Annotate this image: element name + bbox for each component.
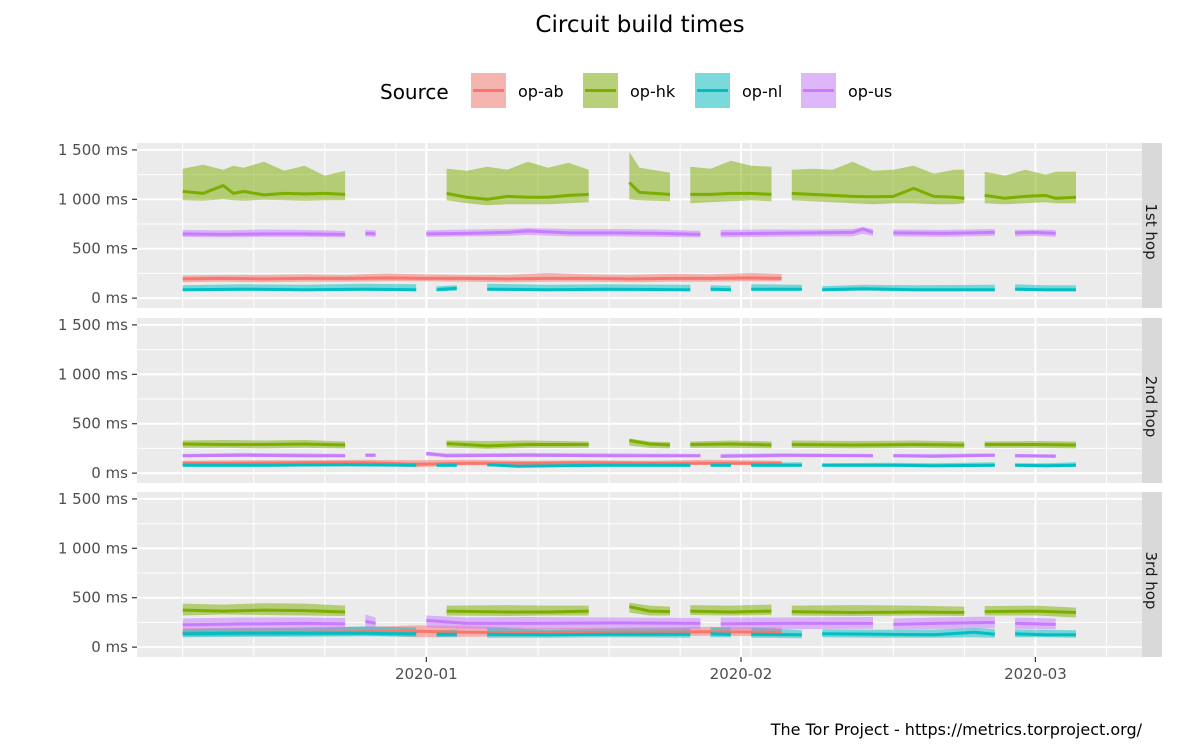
chart-caption: The Tor Project - https://metrics.torpro… [770, 720, 1143, 739]
legend-item-op-nl: op-nl [695, 73, 782, 108]
x-tick-label: 2020-03 [1004, 665, 1067, 683]
median-line-op-hk [182, 608, 346, 614]
median-line-op-hk [984, 193, 1077, 200]
y-tick-label: 1 500 ms [58, 490, 128, 508]
median-line-op-hk [182, 442, 346, 447]
median-line-op-nl [487, 463, 691, 468]
y-tick-label: 0 ms [91, 289, 128, 307]
median-line-op-us [182, 232, 346, 236]
median-line-op-hk [629, 439, 671, 447]
median-line-op-hk [628, 181, 671, 196]
median-line-op-us [365, 231, 376, 236]
median-line-op-nl [751, 632, 802, 637]
median-line-op-nl [487, 632, 691, 637]
median-line-op-ab [182, 276, 782, 281]
legend-title: Source [380, 80, 449, 104]
median-line-op-us [426, 229, 701, 236]
median-line-op-hk [690, 442, 772, 447]
median-line-op-us [720, 453, 874, 458]
median-line-op-us [426, 451, 701, 458]
y-tick-label: 1 000 ms [58, 190, 128, 208]
legend-label: op-nl [742, 82, 782, 101]
median-line-op-us [1015, 621, 1056, 626]
median-line-op-hk [446, 191, 589, 201]
y-tick-label: 1 000 ms [58, 539, 128, 557]
median-line-op-hk [690, 609, 772, 614]
median-line-op-hk [690, 191, 772, 196]
legend: Source op-ab op-hk op-nl op-us [380, 73, 892, 108]
facet-strip-label: 1st hop [1142, 203, 1160, 259]
y-tick-label: 500 ms [72, 589, 128, 607]
median-line-op-us [1015, 454, 1056, 458]
median-line-op-us [182, 453, 346, 458]
ribbon-op-hk [446, 161, 589, 206]
median-line-op-us [1015, 230, 1056, 235]
y-tick-label: 1 500 ms [58, 141, 128, 159]
median-line-op-nl [182, 463, 417, 467]
y-tick-label: 0 ms [91, 464, 128, 482]
ribbon-op-hk [791, 161, 965, 205]
y-tick-label: 1 000 ms [58, 365, 128, 383]
median-line-op-nl [710, 287, 731, 292]
median-line-op-us [720, 227, 874, 236]
median-line-op-us [365, 619, 376, 625]
legend-label: op-us [848, 82, 892, 101]
facet-panel-2: 0 ms 500 ms 1 000 ms 1 500 ms 2nd hop [58, 316, 1162, 483]
median-line-op-hk [446, 442, 589, 448]
y-tick-label: 1 500 ms [58, 316, 128, 334]
median-line-op-nl [182, 631, 417, 636]
median-line-op-hk [791, 186, 965, 200]
median-line-op-hk [446, 609, 589, 614]
legend-label: op-ab [518, 82, 564, 101]
median-line-op-hk [791, 610, 965, 614]
median-line-op-nl [1015, 632, 1076, 637]
facet-strip-label: 2nd hop [1142, 376, 1160, 438]
median-line-op-hk [182, 184, 346, 197]
median-line-op-us [182, 621, 346, 627]
facet-panel-1: 0 ms 500 ms 1 000 ms 1 500 ms 1st hop [58, 141, 1162, 308]
chart-title: Circuit build times [535, 12, 744, 38]
median-line-op-hk [984, 443, 1077, 447]
median-line-op-us [426, 618, 701, 625]
legend-item-op-ab: op-ab [471, 73, 564, 108]
median-line-op-nl [436, 286, 457, 292]
median-line-op-hk [791, 443, 965, 447]
facet-strip-label: 3rd hop [1142, 552, 1160, 610]
ribbon-op-hk [182, 161, 346, 201]
median-line-op-us [893, 453, 995, 458]
median-line-op-nl [822, 287, 995, 292]
median-line-op-nl [1015, 463, 1077, 468]
y-tick-label: 0 ms [91, 638, 128, 656]
facet-strip [1142, 318, 1162, 483]
panel-background [137, 318, 1142, 483]
facet-strip [1142, 492, 1162, 657]
median-line-op-nl [822, 463, 995, 468]
legend-item-op-us: op-us [801, 73, 892, 108]
y-tick-label: 500 ms [72, 415, 128, 433]
x-tick-label: 2020-02 [710, 665, 773, 683]
ribbon-op-hk [984, 169, 1076, 205]
median-line-op-nl [487, 287, 691, 292]
median-line-op-nl [182, 287, 417, 292]
ribbon-op-hk [629, 151, 670, 202]
facet-strip [1142, 143, 1162, 308]
median-line-op-us [720, 621, 873, 626]
legend-label: op-hk [630, 82, 676, 101]
x-tick-label: 2020-01 [395, 665, 458, 683]
y-tick-label: 500 ms [72, 240, 128, 258]
median-line-op-hk [984, 609, 1077, 614]
median-line-op-nl [1015, 287, 1076, 292]
median-line-op-nl [822, 630, 995, 637]
median-line-op-hk [628, 605, 671, 614]
median-line-op-nl [710, 632, 731, 636]
facet-panel-3: 0 ms 500 ms 1 000 ms 1 500 ms 3rd hop [58, 490, 1162, 657]
median-line-op-us [893, 620, 995, 626]
legend-item-op-hk: op-hk [583, 73, 676, 108]
median-line-op-us [893, 230, 995, 235]
median-line-op-ab [182, 461, 782, 466]
